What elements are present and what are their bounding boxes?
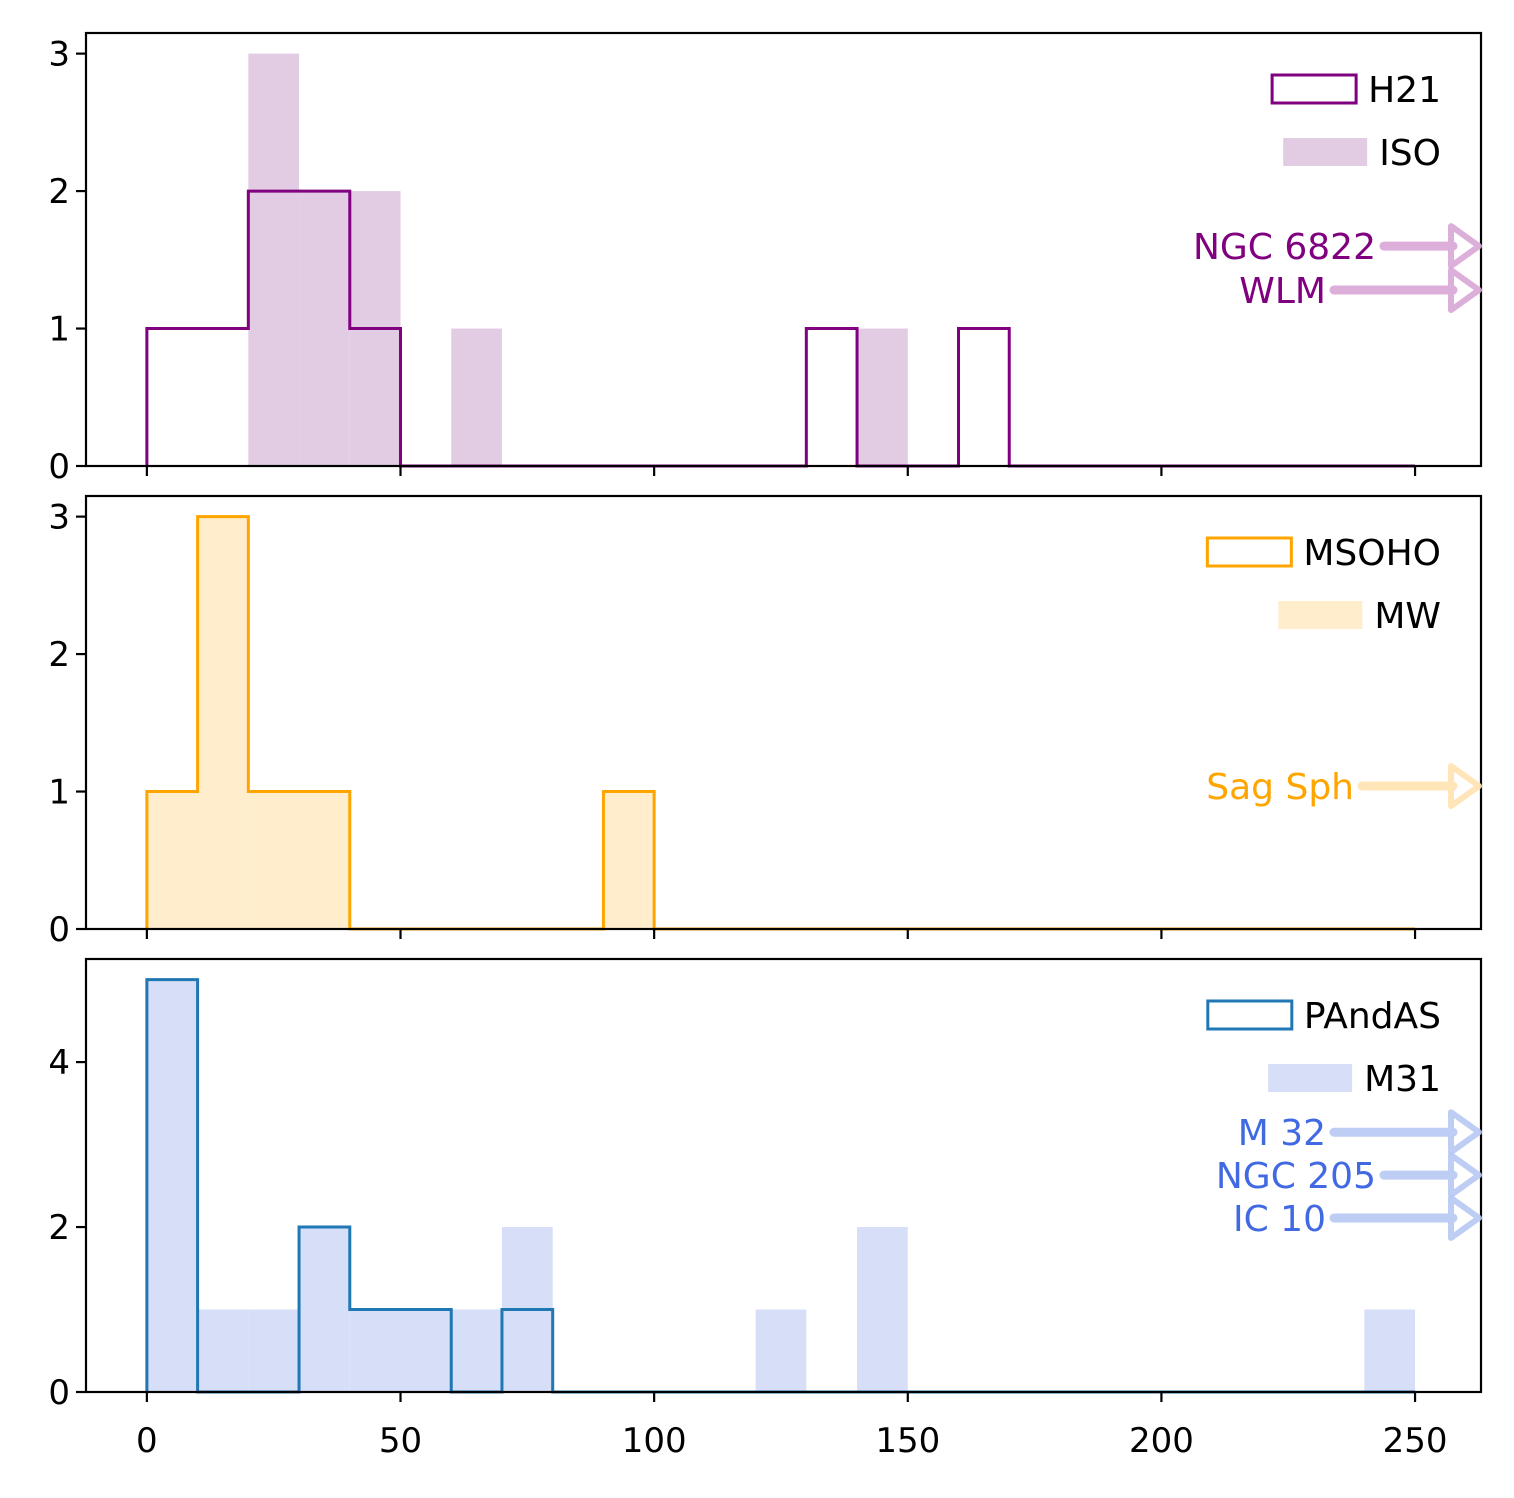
annotation-label-0: NGC 6822 — [1193, 227, 1376, 268]
annotation-arrow-head — [1448, 1194, 1482, 1241]
annotation-label-0: Sag Sph — [1206, 767, 1354, 808]
annotation-arrow-1 — [1329, 267, 1482, 314]
bar-iso-20 — [248, 53, 300, 466]
bar-mw-20 — [248, 791, 300, 929]
annotation-arrow-head — [1448, 267, 1482, 314]
annotation-arrow-0 — [1379, 223, 1482, 270]
annotation-arrow-head — [1448, 1152, 1482, 1199]
bar-m31-30 — [299, 1227, 350, 1392]
series-mw — [146, 516, 655, 929]
legend-label-m31: M31 — [1364, 1059, 1441, 1100]
bar-m31-120 — [755, 1309, 807, 1392]
series-iso — [248, 53, 908, 467]
y-tick-label-4: 4 — [48, 1043, 70, 1083]
annotation-arrow-2 — [1329, 1194, 1482, 1241]
annotation-arrow-head — [1448, 1109, 1482, 1156]
legend-label-msoho: MSOHO — [1303, 533, 1441, 574]
y-tick-label-0: 0 — [48, 910, 70, 950]
panel-middle: 0 1 2 3 MSOHO MW Sag Sph — [48, 494, 1483, 950]
y-tick-label-2: 2 — [48, 172, 70, 212]
x-tick-label-200: 200 — [1129, 1421, 1194, 1461]
bar-iso-140 — [857, 328, 908, 466]
legend-label-pandas: PAndAS — [1304, 996, 1441, 1037]
annotation-label-0: M 32 — [1238, 1113, 1326, 1154]
annotation-arrow-0 — [1357, 763, 1482, 810]
annotation-label-1: NGC 205 — [1216, 1156, 1376, 1197]
legend-swatch-h21 — [1270, 73, 1358, 105]
legend-swatch-mw — [1278, 601, 1363, 629]
legend-label-iso: ISO — [1379, 133, 1441, 174]
annotation-arrow-head — [1448, 763, 1482, 810]
bar-m31-20 — [248, 1309, 300, 1392]
y-tick-label-0: 0 — [48, 447, 70, 487]
bar-m31-140 — [857, 1227, 908, 1392]
bar-m31-0 — [146, 979, 198, 1392]
bar-iso-30 — [299, 191, 350, 467]
bar-m31-240 — [1364, 1309, 1416, 1392]
x-tick-label-250: 250 — [1383, 1421, 1448, 1461]
annotation-label-1: WLM — [1239, 271, 1326, 312]
bar-m31-40 — [349, 1309, 401, 1392]
bar-mw-10 — [197, 516, 249, 929]
bar-mw-30 — [299, 791, 350, 929]
legend-label-mw: MW — [1374, 596, 1441, 637]
bar-m31-60 — [451, 1309, 502, 1392]
legend-swatch-m31 — [1268, 1064, 1353, 1092]
axes-frame — [84, 31, 1483, 468]
axes-frame — [84, 494, 1483, 931]
annotation-arrow-head — [1448, 223, 1482, 270]
annotation-label-2: IC 10 — [1233, 1199, 1326, 1240]
legend-swatch-pandas — [1206, 999, 1294, 1031]
y-tick-label-1: 1 — [48, 773, 70, 813]
legend-swatch-msoho — [1205, 536, 1293, 568]
x-tick-label-0: 0 — [136, 1421, 158, 1461]
bar-mw-0 — [146, 791, 198, 929]
bar-m31-10 — [197, 1309, 249, 1392]
x-tick-label-100: 100 — [622, 1421, 687, 1461]
bar-mw-90 — [603, 791, 655, 929]
y-tick-label-0: 0 — [48, 1373, 70, 1413]
legend-swatch-iso — [1283, 138, 1368, 166]
legend-label-h21: H21 — [1368, 70, 1441, 111]
bar-m31-50 — [400, 1309, 452, 1392]
bar-iso-60 — [451, 328, 502, 466]
y-tick-label-2: 2 — [48, 635, 70, 675]
y-tick-label-3: 3 — [48, 498, 70, 538]
annotation-arrow-1 — [1379, 1152, 1482, 1199]
x-tick-label-50: 50 — [379, 1421, 422, 1461]
y-tick-label-2: 2 — [48, 1208, 70, 1248]
annotation-arrow-0 — [1329, 1109, 1482, 1156]
y-tick-label-3: 3 — [48, 35, 70, 75]
x-tick-label-150: 150 — [875, 1421, 940, 1461]
y-tick-label-1: 1 — [48, 310, 70, 350]
